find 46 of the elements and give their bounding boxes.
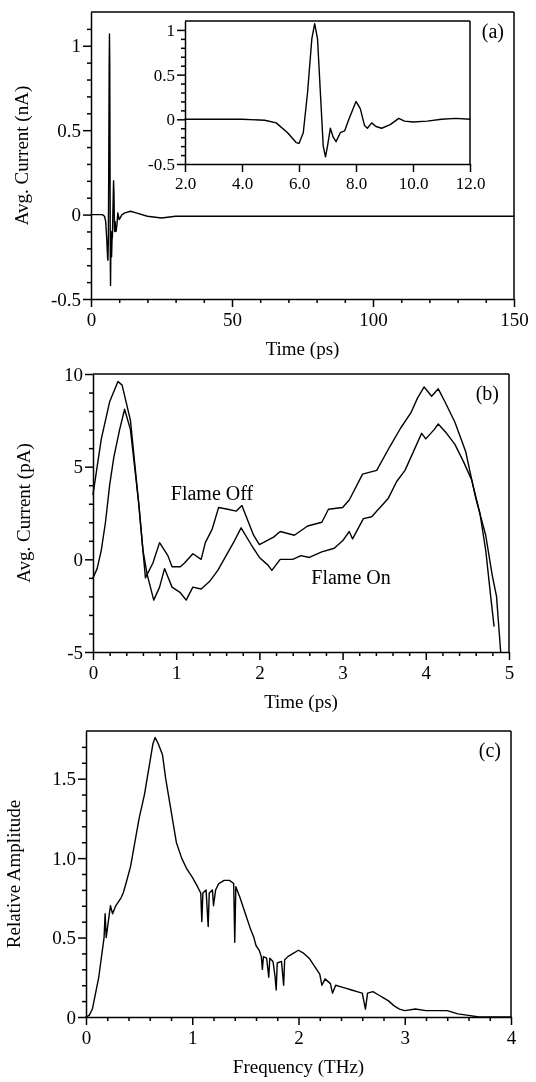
series-label: Flame Off <box>170 481 254 504</box>
y-tick-label: 10 <box>64 363 83 385</box>
x-tick-label: 50 <box>223 309 242 330</box>
x-tick-label: 0 <box>88 662 99 683</box>
x-tick-label: 8.0 <box>345 174 368 193</box>
x-tick-label: 12.0 <box>455 174 486 193</box>
x-tick-label: 4 <box>421 662 432 683</box>
y-tick-label: 1 <box>166 20 175 40</box>
x-tick-label: 2 <box>294 1027 304 1048</box>
x-tick-label: 10.0 <box>398 174 429 193</box>
x-tick-label: 2.0 <box>174 174 197 193</box>
x-tick-label: 3 <box>338 662 348 683</box>
y-tick-label: 0 <box>73 548 83 570</box>
x-tick-label: 4 <box>506 1027 517 1048</box>
y-axis-title: Relative Amplitude <box>3 799 24 949</box>
y-tick-label: 0 <box>66 1006 76 1028</box>
series-label: Flame On <box>311 565 391 588</box>
x-tick-label: 2 <box>255 662 265 683</box>
chart-title: (a) <box>481 20 504 43</box>
x-tick-label: 100 <box>359 309 388 330</box>
x-tick-label: 4.0 <box>231 174 254 193</box>
y-tick-label: -5 <box>67 641 83 663</box>
y-tick-label: 1.5 <box>52 768 76 790</box>
x-tick-label: 1 <box>188 1027 198 1048</box>
x-tick-label: 3 <box>400 1027 410 1048</box>
x-tick-label: 0 <box>86 309 97 330</box>
x-axis-title: Time (ps) <box>264 691 338 713</box>
x-axis-title: Time (ps) <box>265 338 340 360</box>
y-tick-label: 1 <box>71 35 81 57</box>
chart-title: (b) <box>475 382 499 405</box>
x-tick-label: 150 <box>500 309 529 330</box>
y-tick-label: 5 <box>73 456 83 478</box>
y-tick-label: 0.5 <box>153 65 175 85</box>
y-tick-label: 1.0 <box>52 847 76 869</box>
y-tick-label: 0 <box>166 110 175 130</box>
y-axis-title: Avg. Current (pA) <box>13 443 35 583</box>
x-tick-label: 6.0 <box>288 174 311 193</box>
y-tick-label: -0.5 <box>148 154 175 174</box>
y-tick-label: -0.5 <box>50 288 81 310</box>
x-axis-title: Frequency (THz) <box>232 1056 365 1078</box>
y-tick-label: 0 <box>71 204 81 226</box>
y-tick-label: 0.5 <box>57 119 81 141</box>
y-axis-title: Avg. Current (nA) <box>11 85 33 226</box>
x-tick-label: 5 <box>504 662 515 683</box>
y-tick-label: 0.5 <box>52 927 76 949</box>
chart-title: (c) <box>478 739 501 762</box>
